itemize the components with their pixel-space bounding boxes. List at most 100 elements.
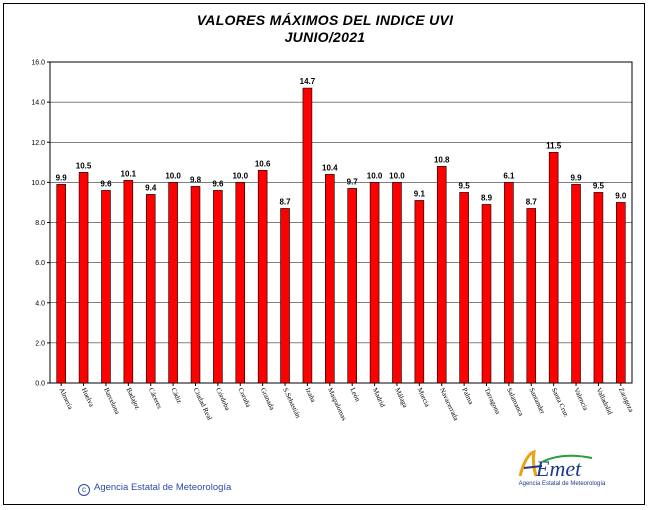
data-label: 9.0 bbox=[615, 191, 627, 200]
bar-Valladolid bbox=[593, 192, 604, 384]
x-tick-label: Valencia bbox=[572, 386, 590, 412]
bar-Salamanca bbox=[504, 182, 514, 384]
bar-Córdoba bbox=[213, 190, 223, 384]
bar-Maspalomas bbox=[325, 174, 335, 384]
data-label: 10.0 bbox=[389, 171, 405, 180]
data-label: 10.1 bbox=[121, 169, 137, 178]
chart-subtitle: JUNIO/2021 bbox=[284, 29, 366, 45]
bar-Almería bbox=[56, 184, 66, 384]
x-tick-label: Córdoba bbox=[214, 386, 232, 412]
data-label: 11.5 bbox=[546, 141, 562, 150]
data-label: 10.4 bbox=[322, 163, 338, 172]
data-label: 10.0 bbox=[232, 171, 248, 180]
y-tick-label: 12.0 bbox=[31, 140, 45, 147]
data-label: 10.5 bbox=[76, 161, 92, 170]
data-label: 9.1 bbox=[414, 189, 426, 198]
y-tick-label: 2.0 bbox=[35, 340, 45, 347]
x-tick-label: Coruña bbox=[236, 386, 252, 409]
x-tick-label: Madrid bbox=[371, 386, 387, 409]
data-label: 9.5 bbox=[459, 181, 471, 190]
svg-text:Emet: Emet bbox=[535, 456, 582, 481]
bar-Badajoz bbox=[123, 180, 134, 384]
x-tick-label: Murcia bbox=[416, 386, 432, 409]
x-tick-label: Granada bbox=[259, 386, 277, 412]
data-label: 9.9 bbox=[570, 173, 582, 182]
x-tick-label: Navacerrada bbox=[438, 386, 461, 422]
bar-Granada bbox=[257, 170, 268, 384]
chart-frame bbox=[3, 3, 645, 505]
chart-title: VALORES MÁXIMOS DEL INDICE UVI bbox=[196, 12, 454, 28]
bar-Navacerrada bbox=[436, 166, 447, 384]
bar-Zaragoza bbox=[616, 202, 626, 384]
data-label: 8.7 bbox=[526, 197, 538, 206]
data-label: 10.6 bbox=[255, 159, 271, 168]
x-tick-label: Huelva bbox=[80, 386, 96, 409]
x-tick-label: Cádiz bbox=[169, 386, 183, 404]
logo-subtitle: Agencia Estatal de Meteorología bbox=[518, 481, 606, 487]
aemet-logo: Emet bbox=[518, 449, 593, 481]
bar-S.Sebastián bbox=[280, 208, 290, 384]
bar-Murcia bbox=[414, 200, 425, 384]
bar-Valencia bbox=[571, 184, 581, 384]
x-tick-label: Zaragoza bbox=[617, 386, 636, 414]
x-tick-label: Málaga bbox=[393, 386, 409, 409]
x-tick-label: Maspalomas bbox=[326, 386, 348, 422]
bar-Cádiz bbox=[168, 182, 178, 384]
x-tick-label: Izaña bbox=[304, 386, 318, 404]
data-label: 8.7 bbox=[279, 197, 291, 206]
data-label: 10.0 bbox=[165, 171, 181, 180]
bar-Huelva bbox=[78, 172, 89, 384]
y-tick-label: 14.0 bbox=[31, 100, 45, 107]
x-tick-label: Almería bbox=[57, 386, 74, 411]
bar-Palma bbox=[459, 192, 469, 384]
y-tick-label: 6.0 bbox=[35, 260, 45, 267]
value-labels: 9.9 10.5 9.6 10.1 9.4 10.0 9.8 9.6 10.0 10.6 8.7 14… bbox=[56, 77, 627, 206]
x-tick-label: Santa Cruz bbox=[550, 386, 570, 417]
x-tick-label: León bbox=[348, 386, 362, 403]
x-tick-label: Tarragona bbox=[483, 386, 503, 416]
y-tick-label: 0.0 bbox=[35, 381, 45, 388]
data-label: 9.5 bbox=[593, 181, 605, 190]
data-label: 9.4 bbox=[145, 183, 157, 192]
bar-Cáceres bbox=[145, 194, 156, 384]
data-label: 9.7 bbox=[347, 177, 359, 186]
data-label: 14.7 bbox=[300, 77, 316, 86]
x-tick-label: Santander bbox=[527, 386, 546, 415]
y-axis-ticks: 0.0 2.0 4.0 6.0 8.0 10.0 12.0 14.0 16.0 bbox=[31, 60, 50, 388]
bar-Santander bbox=[526, 208, 537, 384]
copyright-text: Agencia Estatal de Meteorología bbox=[94, 482, 232, 493]
bar-Tarragona bbox=[481, 204, 492, 384]
data-label: 10.8 bbox=[434, 155, 450, 164]
x-tick-label: Ciudad Real bbox=[192, 386, 214, 421]
bars bbox=[56, 87, 626, 384]
y-tick-label: 4.0 bbox=[35, 300, 45, 307]
bar-Santa Cruz bbox=[548, 151, 559, 384]
data-label: 8.9 bbox=[481, 193, 493, 202]
bar-Izaña bbox=[302, 87, 313, 384]
bar-Málaga bbox=[392, 182, 402, 384]
data-label: 9.6 bbox=[100, 179, 112, 188]
x-axis-labels: Almería Huelva Barcelona Badajoz Cáceres Cádi… bbox=[57, 383, 636, 423]
copyright-icon: c bbox=[78, 484, 90, 496]
data-label: 9.9 bbox=[56, 173, 68, 182]
x-tick-label: Valladolid bbox=[595, 386, 615, 416]
y-tick-label: 16.0 bbox=[31, 60, 45, 67]
copyright-notice: c Agencia Estatal de Meteorología bbox=[78, 482, 231, 496]
bar-Coruña bbox=[235, 182, 246, 384]
y-tick-label: 8.0 bbox=[35, 220, 45, 227]
x-tick-label: Palma bbox=[460, 386, 475, 406]
data-label: 10.0 bbox=[367, 171, 383, 180]
x-tick-label: Badajoz bbox=[125, 386, 142, 410]
data-label: 9.8 bbox=[190, 175, 202, 184]
bar-Ciudad Real bbox=[190, 186, 201, 384]
x-tick-label: Barcelona bbox=[102, 386, 122, 416]
bar-Barcelona bbox=[101, 190, 111, 384]
x-tick-label: S.Sebastián bbox=[281, 386, 302, 419]
y-tick-label: 10.0 bbox=[31, 180, 45, 187]
bar-León bbox=[347, 188, 357, 384]
x-tick-label: Salamanca bbox=[505, 386, 525, 418]
x-tick-label: Cáceres bbox=[147, 386, 164, 410]
data-label: 6.1 bbox=[503, 171, 515, 180]
bar-Madrid bbox=[369, 182, 380, 384]
